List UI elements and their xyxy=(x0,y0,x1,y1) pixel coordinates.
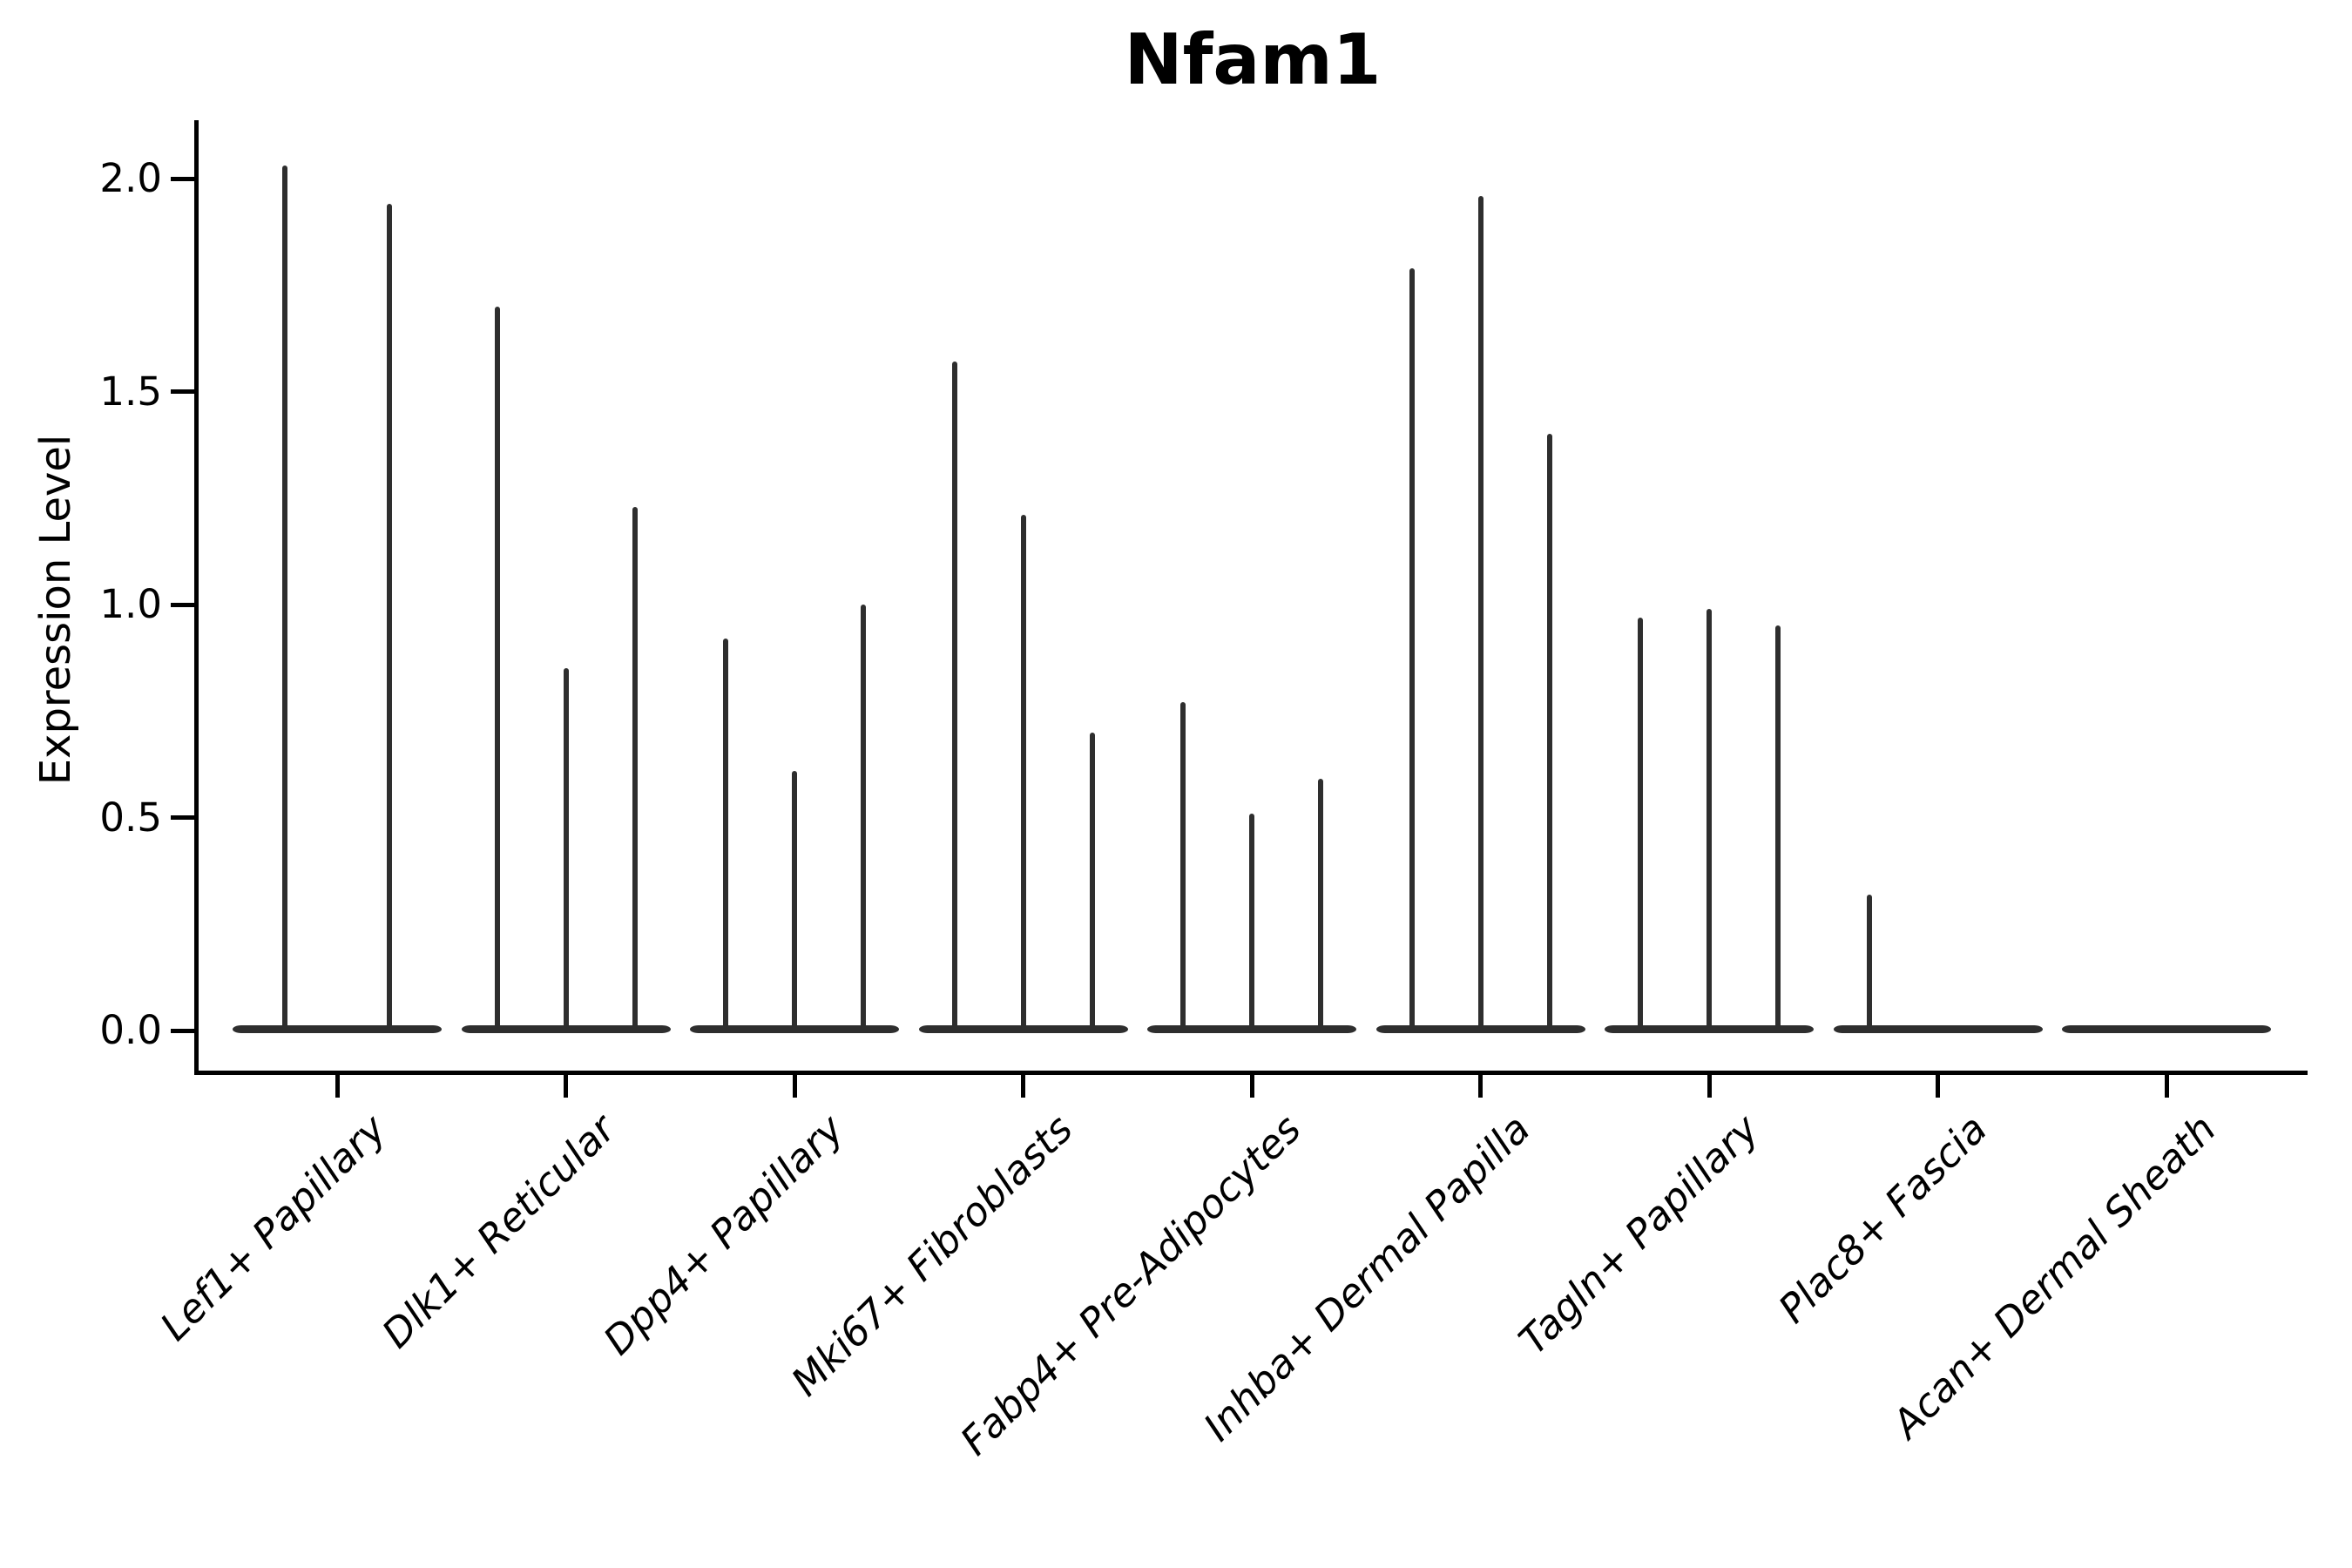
y-tick xyxy=(171,1028,195,1033)
violin-base xyxy=(2062,1025,2271,1033)
violin-spike xyxy=(387,204,392,1032)
violin-spike xyxy=(1477,195,1484,1032)
violin-spike xyxy=(1546,434,1552,1032)
violin-spike xyxy=(1638,617,1643,1032)
violin-spike xyxy=(1089,732,1095,1032)
chart-title: Nfam1 xyxy=(1124,19,1382,100)
violin-spike xyxy=(861,605,866,1032)
violin-spike xyxy=(723,639,728,1032)
violin-spike xyxy=(951,362,957,1032)
violin-spike xyxy=(282,166,287,1032)
violin-spike xyxy=(494,306,500,1032)
x-tick xyxy=(1021,1073,1025,1098)
bottom-axis-spine xyxy=(194,1071,2308,1075)
violin-spike xyxy=(1249,813,1254,1032)
x-tick xyxy=(2164,1073,2169,1098)
violin-spike xyxy=(1409,267,1415,1032)
y-tick xyxy=(171,602,195,607)
x-tick xyxy=(1478,1073,1483,1098)
left-axis-spine xyxy=(194,120,199,1075)
y-tick xyxy=(171,176,195,181)
x-tick xyxy=(792,1073,797,1098)
x-tick-label: Lef1+ Papillary xyxy=(151,1105,395,1350)
x-tick-label: Dlk1+ Reticular xyxy=(372,1105,625,1357)
violin-spike xyxy=(1180,702,1186,1032)
violin-spike xyxy=(1707,608,1712,1032)
x-tick-label: Plac8+ Fascia xyxy=(1769,1105,1997,1333)
violin-spike xyxy=(792,770,797,1032)
violin-spike xyxy=(563,668,569,1032)
violin-spike xyxy=(1866,894,1872,1032)
y-tick-label: 0.0 xyxy=(99,1007,162,1053)
x-tick xyxy=(335,1073,340,1098)
y-tick-label: 0.5 xyxy=(99,794,162,841)
violin-base xyxy=(1833,1025,2043,1033)
x-tick xyxy=(1249,1073,1254,1098)
violin-spike xyxy=(1318,779,1323,1032)
y-tick-label: 1.0 xyxy=(99,581,162,627)
violin-spike xyxy=(1775,625,1781,1032)
y-tick xyxy=(171,389,195,394)
x-tick-label: Tagln+ Papillary xyxy=(1509,1105,1767,1364)
y-tick-label: 1.5 xyxy=(99,368,162,415)
y-tick-label: 2.0 xyxy=(99,155,162,201)
violin-spike xyxy=(1020,515,1026,1032)
x-tick-label: Dpp4+ Papillary xyxy=(594,1105,853,1364)
x-tick xyxy=(1707,1073,1712,1098)
x-tick xyxy=(564,1073,568,1098)
y-tick xyxy=(171,815,195,820)
violin-base xyxy=(233,1025,442,1033)
x-tick xyxy=(1936,1073,1940,1098)
violin-spike xyxy=(632,506,638,1032)
